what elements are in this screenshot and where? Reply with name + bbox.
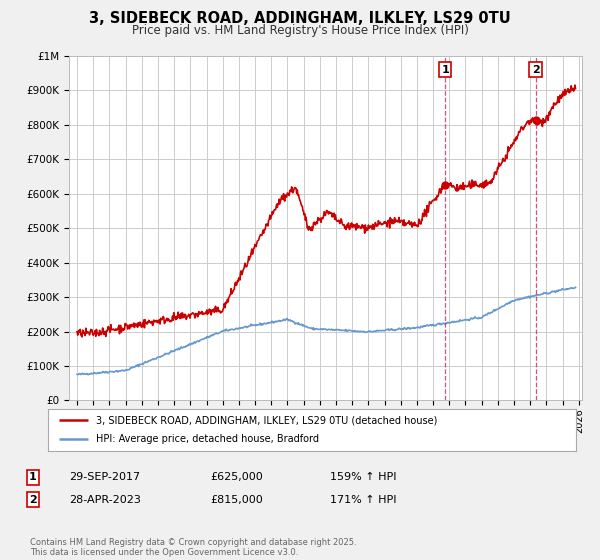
Text: 1: 1 [442,64,449,74]
Text: £815,000: £815,000 [210,494,263,505]
Text: Contains HM Land Registry data © Crown copyright and database right 2025.
This d: Contains HM Land Registry data © Crown c… [30,538,356,557]
Text: 1: 1 [29,472,37,482]
Text: 2: 2 [29,494,37,505]
Text: Price paid vs. HM Land Registry's House Price Index (HPI): Price paid vs. HM Land Registry's House … [131,24,469,36]
Text: 2: 2 [532,64,539,74]
Text: £625,000: £625,000 [210,472,263,482]
Text: 159% ↑ HPI: 159% ↑ HPI [330,472,397,482]
Text: HPI: Average price, detached house, Bradford: HPI: Average price, detached house, Brad… [95,435,319,445]
Text: 29-SEP-2017: 29-SEP-2017 [69,472,140,482]
Text: 3, SIDEBECK ROAD, ADDINGHAM, ILKLEY, LS29 0TU: 3, SIDEBECK ROAD, ADDINGHAM, ILKLEY, LS2… [89,11,511,26]
Text: 28-APR-2023: 28-APR-2023 [69,494,141,505]
Text: 3, SIDEBECK ROAD, ADDINGHAM, ILKLEY, LS29 0TU (detached house): 3, SIDEBECK ROAD, ADDINGHAM, ILKLEY, LS2… [95,415,437,425]
Text: 171% ↑ HPI: 171% ↑ HPI [330,494,397,505]
